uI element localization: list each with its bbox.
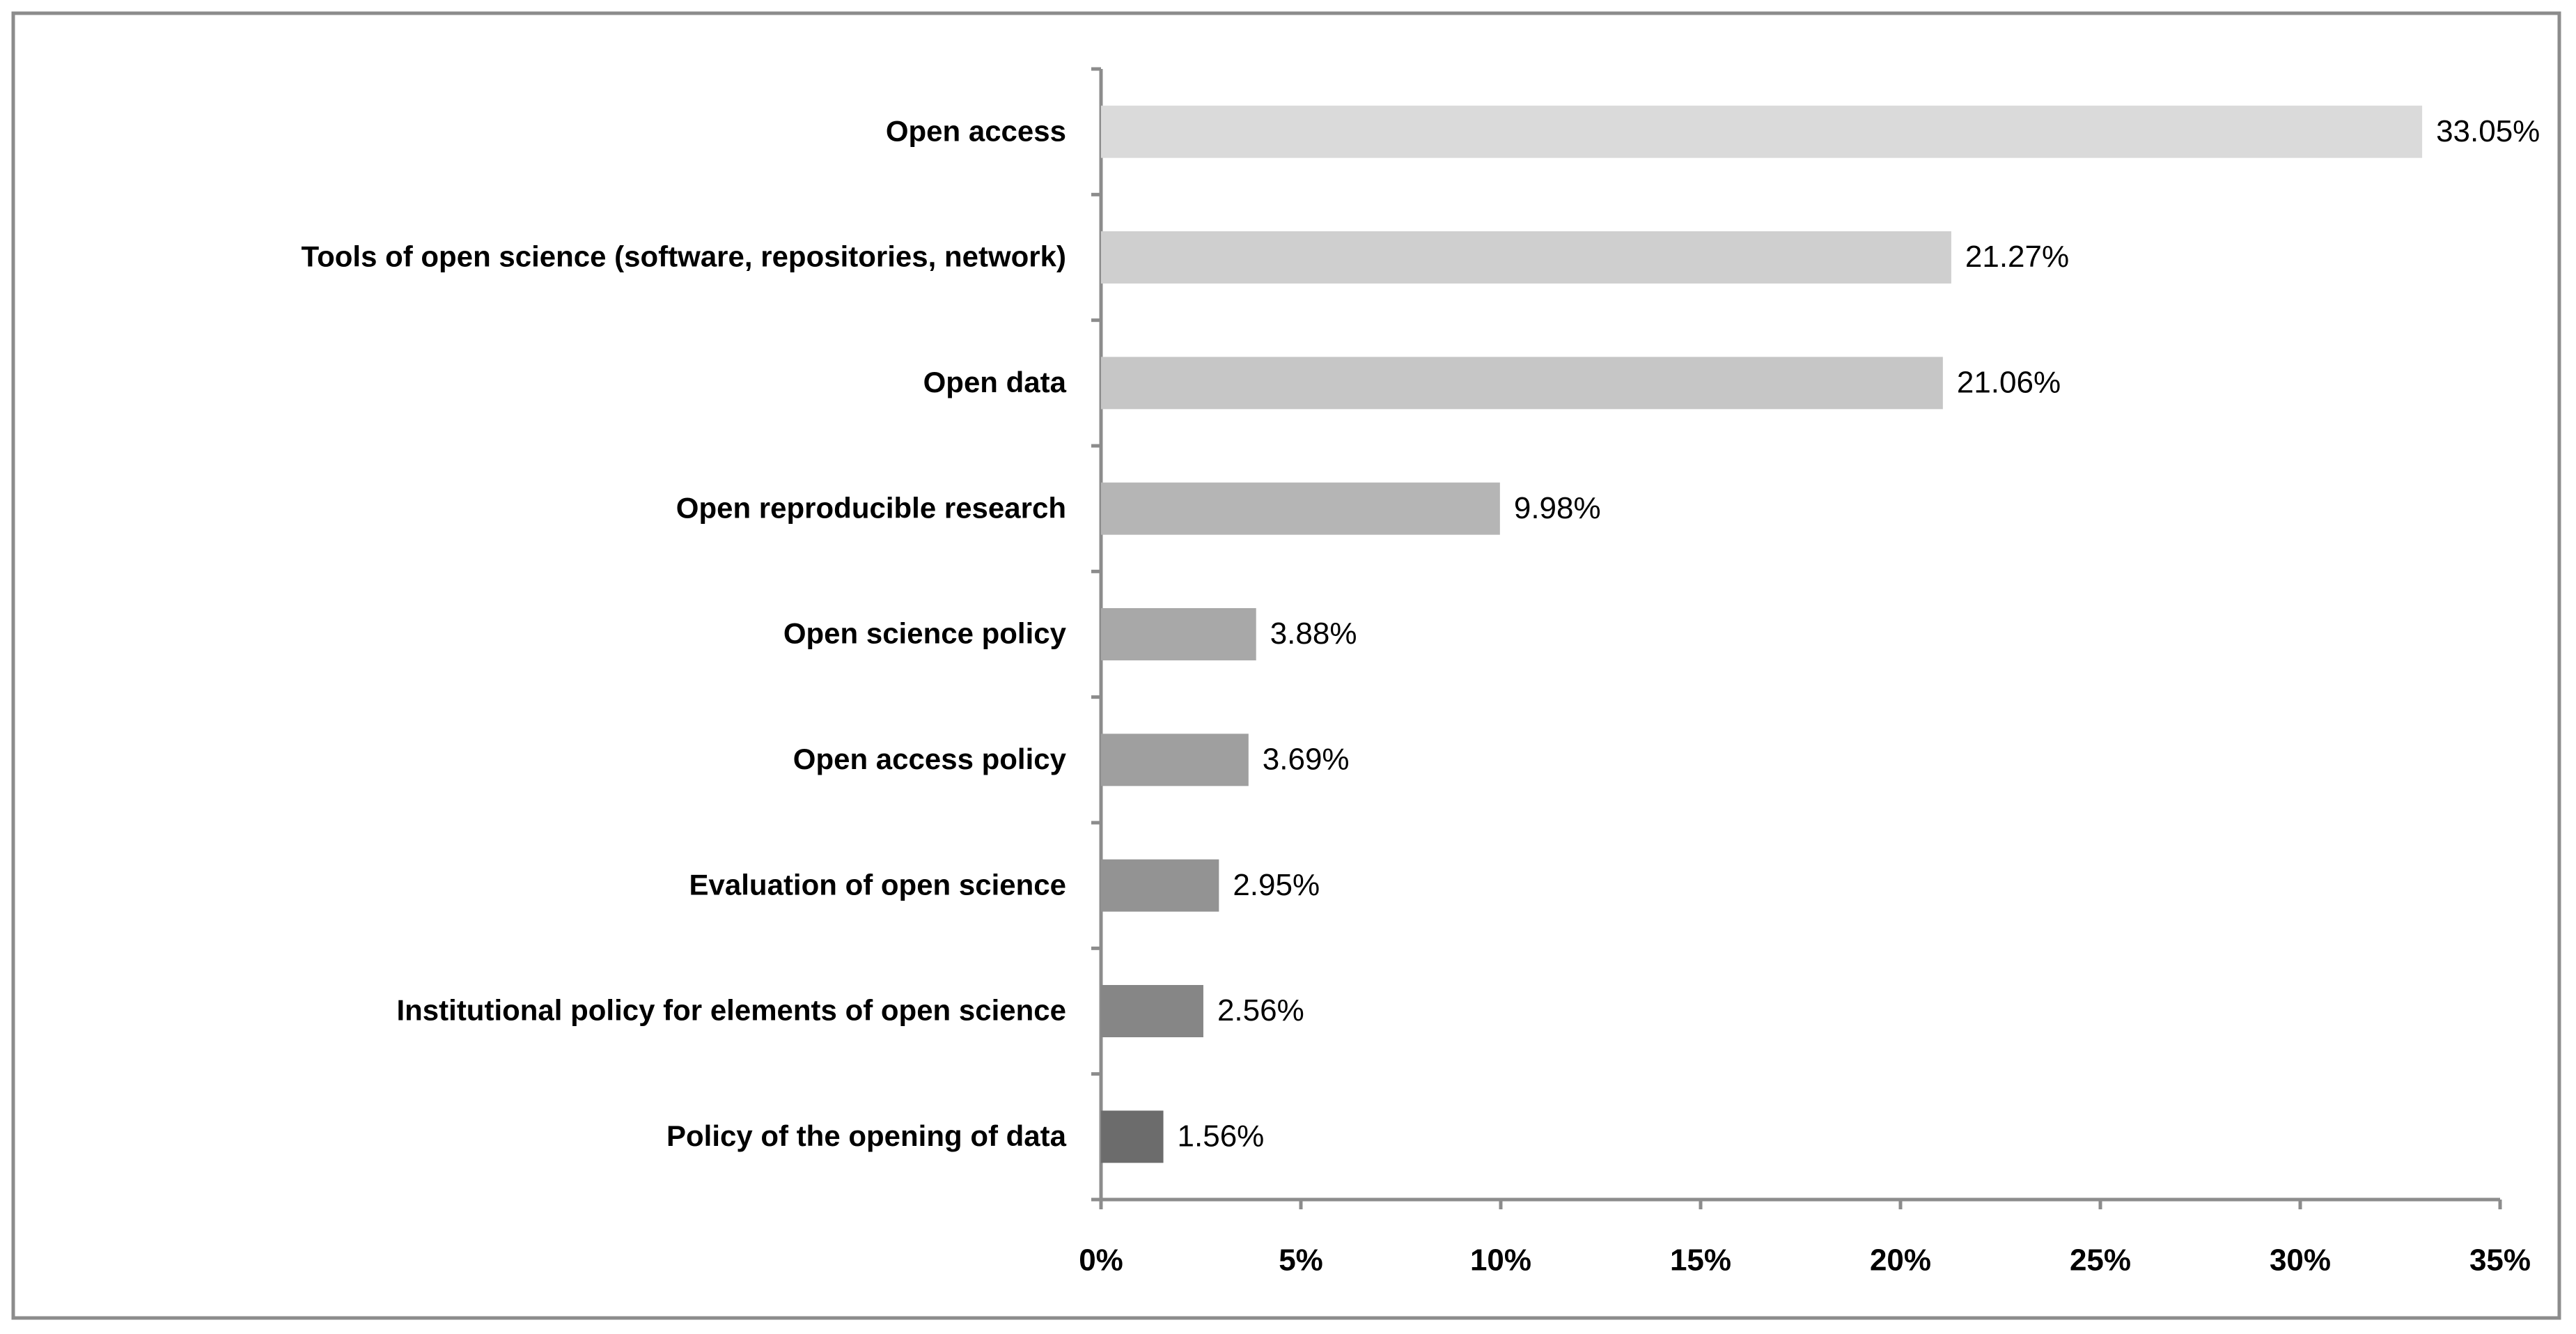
y-tick-label: Tools of open science (software, reposit… — [302, 240, 1066, 273]
value-label: 3.88% — [1270, 616, 1357, 651]
value-label: 9.98% — [1514, 491, 1601, 525]
y-tick-label: Open reproducible research — [676, 491, 1066, 524]
x-tick-label: 35% — [2469, 1243, 2531, 1278]
x-tick-label: 25% — [2070, 1243, 2131, 1278]
y-tick-label: Open science policy — [783, 617, 1067, 650]
bar — [1101, 608, 1256, 660]
value-label: 2.56% — [1217, 993, 1304, 1027]
x-tick-label: 15% — [1670, 1243, 1731, 1278]
value-label: 2.95% — [1233, 868, 1320, 902]
chart-frame — [11, 11, 2561, 1320]
value-label: 3.69% — [1263, 742, 1350, 776]
bar — [1101, 1110, 1164, 1163]
x-tick-label: 20% — [1870, 1243, 1931, 1278]
x-tick-label: 0% — [1079, 1243, 1123, 1278]
y-tick-label: Open access — [886, 114, 1066, 147]
bar — [1101, 231, 1951, 284]
bar — [1101, 985, 1203, 1037]
value-label: 1.56% — [1178, 1119, 1265, 1153]
bar — [1101, 859, 1219, 912]
y-tick-label: Policy of the opening of data — [666, 1119, 1067, 1152]
bar — [1101, 482, 1500, 535]
value-label: 21.06% — [1957, 365, 2061, 399]
bar — [1101, 105, 2423, 158]
bar — [1101, 734, 1249, 786]
y-tick-label: Institutional policy for elements of ope… — [396, 994, 1066, 1027]
x-tick-label: 5% — [1279, 1243, 1323, 1278]
y-tick-label: Evaluation of open science — [689, 868, 1066, 901]
y-tick-label: Open data — [923, 366, 1067, 398]
bar — [1101, 357, 1943, 410]
x-tick-label: 10% — [1470, 1243, 1531, 1278]
x-tick-label: 30% — [2270, 1243, 2331, 1278]
y-tick-label: Open access policy — [793, 743, 1067, 775]
value-label: 21.27% — [1965, 240, 2069, 274]
value-label: 33.05% — [2436, 114, 2540, 148]
